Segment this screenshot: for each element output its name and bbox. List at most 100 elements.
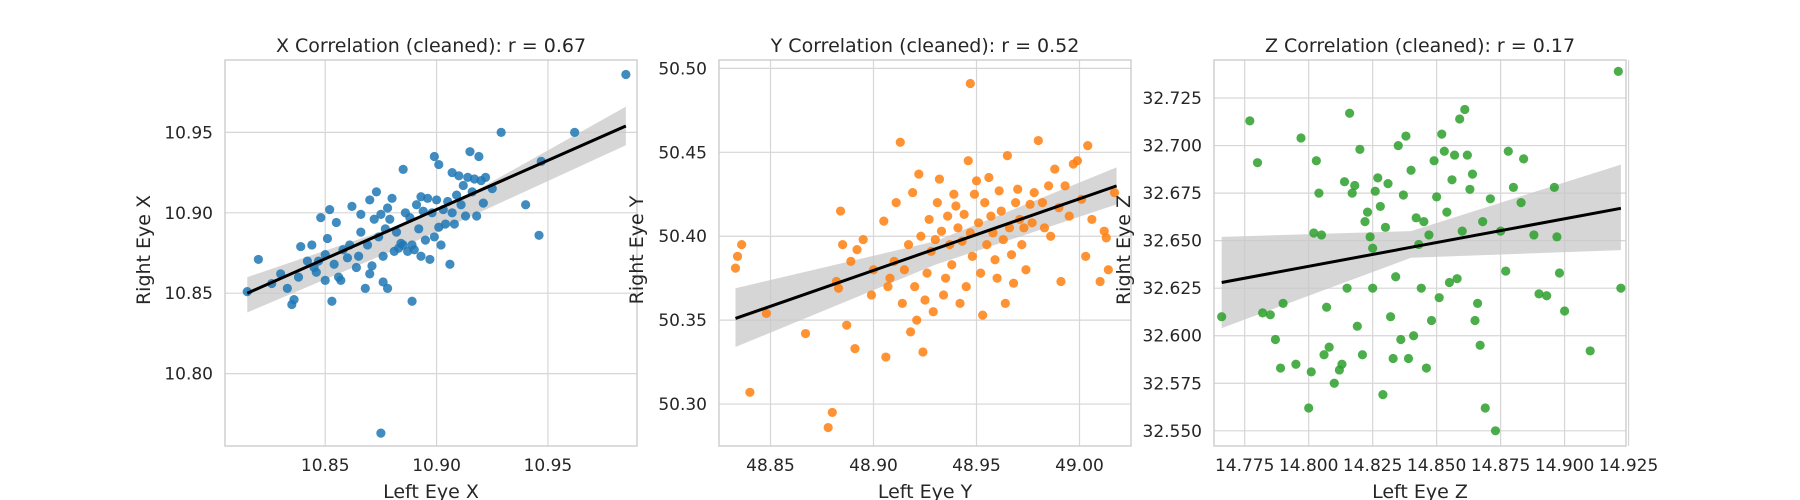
data-point (480, 172, 491, 183)
data-point (378, 251, 388, 261)
data-point (478, 198, 488, 208)
data-point (411, 200, 422, 210)
data-point (302, 256, 312, 266)
data-point (1360, 217, 1370, 227)
data-point (320, 275, 330, 285)
data-point (474, 151, 484, 162)
data-point (331, 217, 341, 228)
data-point (371, 187, 382, 197)
data-point (1421, 363, 1431, 373)
x-tick-label: 14.775 (1215, 456, 1274, 476)
data-point (1050, 164, 1060, 174)
data-point (899, 265, 910, 275)
data-point (436, 240, 446, 250)
data-point (356, 209, 366, 219)
data-point (1508, 182, 1519, 192)
data-point (965, 78, 975, 89)
data-point (1109, 187, 1120, 198)
data-point (1449, 150, 1460, 160)
data-point (447, 208, 457, 218)
x-tick-label: 14.800 (1279, 456, 1338, 476)
data-point (1037, 198, 1048, 208)
data-point (1368, 283, 1378, 293)
data-point (445, 259, 455, 269)
data-point (924, 214, 934, 225)
data-point (1542, 291, 1552, 301)
data-point (1265, 310, 1275, 320)
data-point (1391, 272, 1401, 282)
data-point (883, 281, 893, 292)
data-point (850, 344, 860, 354)
data-point (472, 211, 482, 221)
data-point (382, 283, 393, 293)
data-point (1103, 265, 1113, 275)
data-point (1383, 178, 1393, 189)
x-axis-label: Left Eye Y (878, 481, 973, 500)
data-point (398, 164, 408, 174)
y-tick-label: 50.40 (658, 227, 707, 247)
data-point (936, 226, 947, 236)
data-point (1467, 169, 1478, 179)
data-point (1002, 151, 1013, 161)
data-point (1549, 182, 1559, 192)
data-point (1004, 223, 1015, 233)
y-tick-label: 32.725 (1143, 89, 1202, 109)
data-point (289, 295, 299, 305)
data-point (1321, 302, 1332, 312)
data-point (916, 231, 926, 241)
data-point (1411, 213, 1421, 223)
regression-line (246, 124, 627, 295)
y-tick-label: 32.650 (1143, 232, 1202, 252)
x-tick-label: 48.90 (849, 456, 898, 476)
data-point (866, 290, 877, 300)
data-point (745, 387, 755, 397)
data-point (360, 283, 370, 293)
data-point (1352, 321, 1362, 331)
data-point (1424, 230, 1434, 240)
data-point (1362, 207, 1373, 217)
data-point (1616, 283, 1626, 293)
data-point (1442, 207, 1452, 217)
data-point (376, 209, 386, 219)
data-point (1485, 194, 1495, 204)
data-point (953, 223, 963, 233)
data-point (1101, 233, 1111, 243)
data-point (534, 230, 544, 240)
y-axis-label: Right Eye X (133, 195, 155, 305)
data-point (1044, 181, 1054, 191)
data-point (971, 176, 982, 186)
data-point (1457, 226, 1467, 236)
data-point (1060, 181, 1070, 191)
data-point (955, 298, 965, 308)
data-point (941, 273, 951, 283)
data-point (895, 137, 905, 147)
data-point (1217, 312, 1227, 322)
data-point (1306, 367, 1316, 377)
data-point (1355, 144, 1365, 154)
y-tick-label: 32.625 (1143, 279, 1202, 299)
data-point (1304, 403, 1314, 413)
x-axis-label: Left Eye X (383, 481, 479, 500)
data-point (1534, 289, 1544, 299)
data-point (1472, 298, 1483, 308)
data-point (912, 315, 922, 325)
data-point (1501, 266, 1511, 276)
data-point (351, 262, 361, 273)
data-point (342, 253, 353, 263)
data-point (1033, 135, 1043, 146)
data-point (1401, 131, 1411, 141)
data-point (456, 200, 466, 210)
y-axis-label: Right Eye Y (626, 195, 648, 304)
data-point (996, 206, 1006, 216)
data-point (621, 69, 631, 80)
data-point (322, 233, 333, 244)
data-point (930, 234, 940, 245)
data-point (885, 273, 895, 283)
data-point (325, 204, 335, 215)
data-point (1393, 140, 1403, 151)
data-point (881, 352, 891, 362)
data-point (423, 193, 433, 203)
data-point (570, 127, 580, 137)
x-tick-label: 10.95 (524, 456, 573, 476)
data-point (897, 298, 907, 308)
